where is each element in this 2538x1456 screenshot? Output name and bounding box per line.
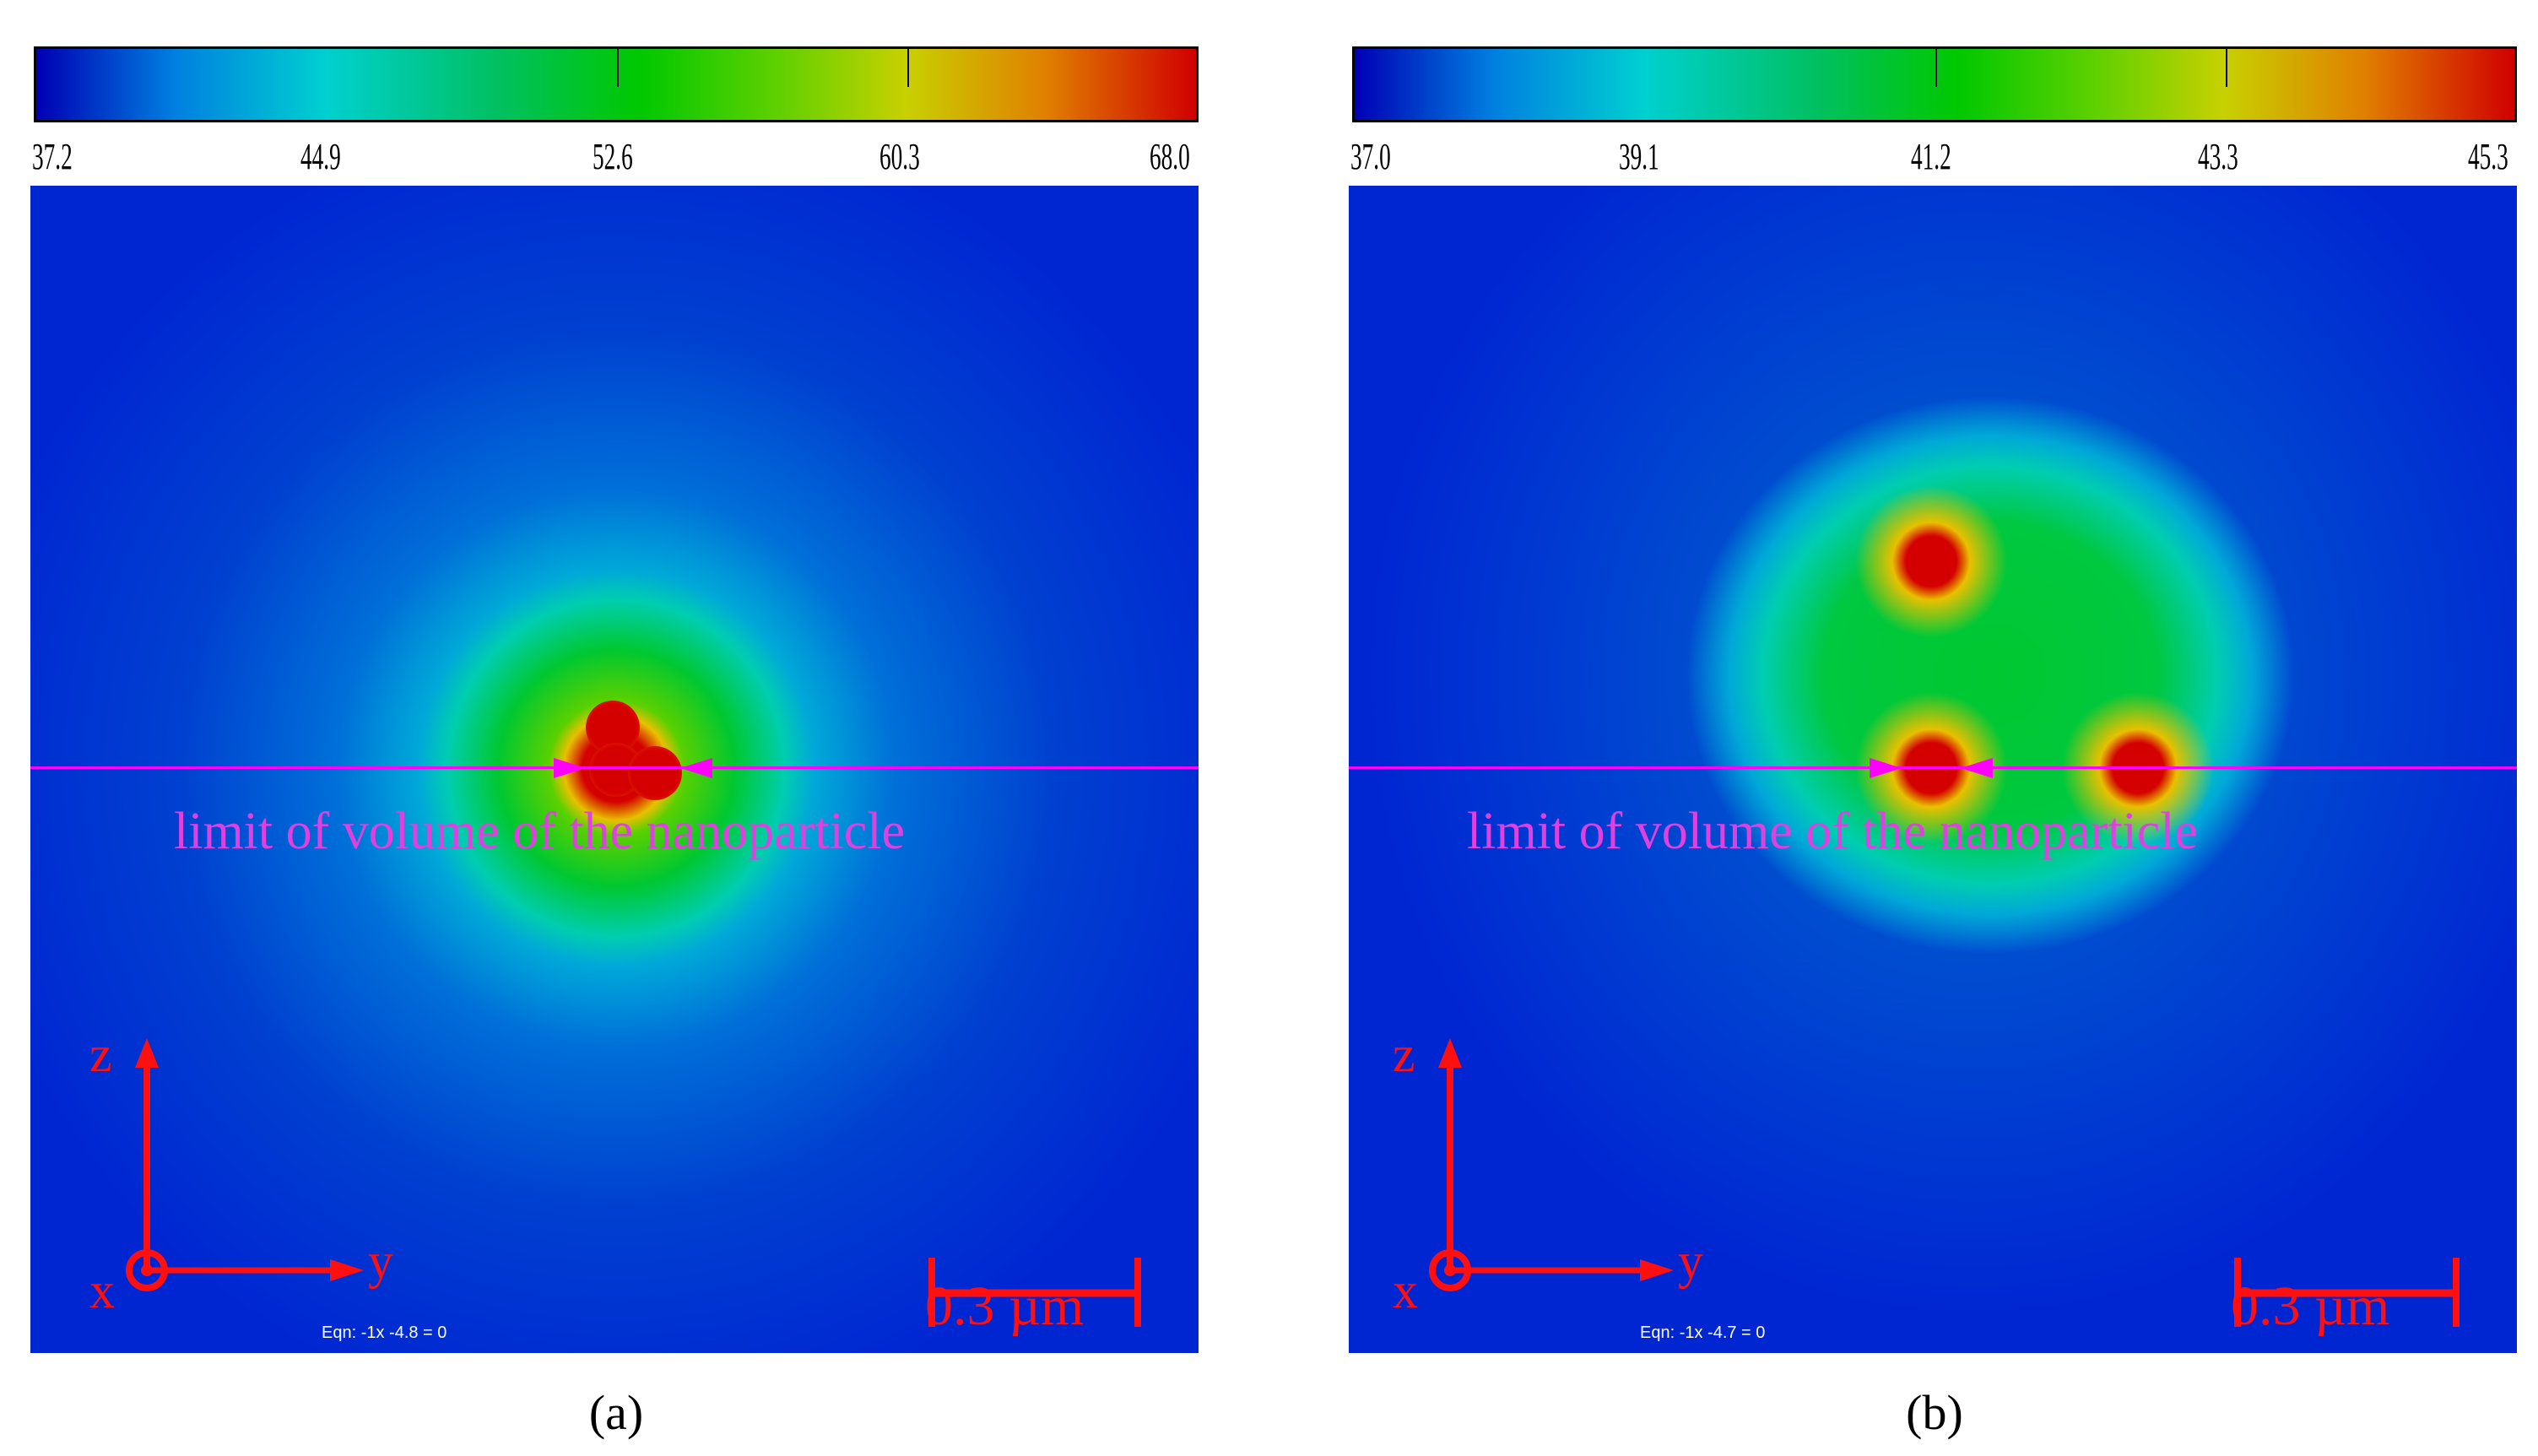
- colorbar-label: 45.3: [2468, 136, 2508, 177]
- colorbar-label: 44.9: [300, 136, 341, 177]
- axis-label-z: z: [1393, 1026, 1415, 1082]
- axis-label-y: y: [368, 1233, 393, 1289]
- scale-bar-label: 0.3 µm: [2231, 1275, 2390, 1337]
- caption-b: (b): [1906, 1385, 1963, 1440]
- axis-label-x: x: [89, 1263, 115, 1318]
- arrow-left-icon: [680, 758, 712, 778]
- limit-line: [30, 766, 1199, 769]
- colorbar-tick: [2226, 49, 2227, 87]
- panel-a: 37.2 44.9 52.6 60.3 68.0 limit of volume…: [25, 0, 1207, 1456]
- colorbar-label: 41.2: [1911, 136, 1951, 177]
- arrow-right-icon: [1870, 758, 1902, 778]
- axis-label-x: x: [1393, 1263, 1418, 1318]
- limit-arrows: [554, 758, 712, 778]
- colorbar-tick: [617, 49, 619, 87]
- colorbar-label: 39.1: [1619, 136, 1659, 177]
- axes-icon: [1429, 1038, 2460, 1327]
- limit-label: limit of volume of the nanoparticle: [174, 803, 906, 860]
- scale-bar-label: 0.3 µm: [925, 1275, 1085, 1337]
- arrow-left-icon: [1961, 758, 1993, 778]
- colorbar-label: 52.6: [593, 136, 633, 177]
- axes-icon: [126, 1038, 1141, 1327]
- colorbar-label: 43.3: [2198, 136, 2238, 177]
- temperature-map-a: limit of volume of the nanoparticle z y …: [30, 186, 1199, 1353]
- colorbar-b: [1352, 46, 2517, 122]
- colorbar-label: 68.0: [1150, 136, 1190, 177]
- colorbar-label: 37.0: [1350, 136, 1391, 177]
- limit-arrows: [1870, 758, 1993, 778]
- colorbar-label: 60.3: [879, 136, 920, 177]
- colorbar-a: [34, 46, 1199, 122]
- colorbar-tick: [907, 49, 909, 87]
- panel-b: 37.0 39.1 41.2 43.3 45.3 limit of volume…: [1344, 0, 2525, 1456]
- axis-label-z: z: [89, 1026, 112, 1082]
- equation-label: Eqn: -1x -4.7 = 0: [1640, 1323, 1766, 1342]
- field-gradient: [1349, 186, 2517, 1353]
- axis-label-y: y: [1678, 1233, 1703, 1289]
- colorbar-tick: [1935, 49, 1937, 87]
- limit-line: [1349, 766, 2517, 769]
- limit-label: limit of volume of the nanoparticle: [1467, 803, 2199, 860]
- temperature-map-b: limit of volume of the nanoparticle z y …: [1349, 186, 2517, 1353]
- colorbar-label: 37.2: [32, 136, 73, 177]
- arrow-right-icon: [554, 758, 586, 778]
- equation-label: Eqn: -1x -4.8 = 0: [322, 1323, 447, 1342]
- caption-a: (a): [588, 1385, 644, 1440]
- hot-spot: [628, 746, 682, 800]
